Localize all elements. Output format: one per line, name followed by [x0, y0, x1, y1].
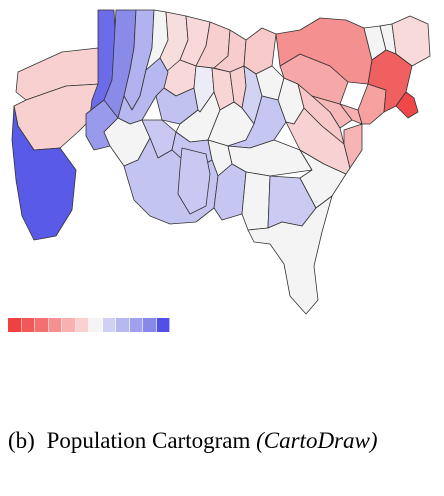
- region-massachusetts: [367, 49, 413, 113]
- legend-swatch: [8, 318, 22, 332]
- legend-swatch: [129, 318, 143, 332]
- legend-swatch: [75, 318, 89, 332]
- legend-swatch: [143, 318, 157, 332]
- region-rhode-island: [395, 91, 419, 119]
- region-new-jersey: [343, 123, 363, 169]
- legend-swatch: [62, 318, 76, 332]
- legend-swatch: [156, 318, 170, 332]
- legend-swatch: [35, 318, 49, 332]
- cartogram-map: [11, 9, 431, 315]
- color-scale-legend: [8, 318, 170, 332]
- region-connecticut: [357, 83, 387, 125]
- legend-swatch: [102, 318, 116, 332]
- region-alabama: [241, 171, 271, 231]
- legend-swatch: [48, 318, 62, 332]
- legend-swatch: [21, 318, 35, 332]
- caption-text: Population Cartogram: [46, 428, 251, 453]
- caption-method: (CartoDraw): [256, 428, 378, 453]
- region-florida: [247, 195, 333, 315]
- region-california: [11, 105, 77, 241]
- caption-label: (b): [8, 428, 35, 453]
- legend-swatch: [89, 318, 103, 332]
- figure-caption: (b) Population Cartogram (CartoDraw): [8, 425, 438, 456]
- region-louisiana: [177, 147, 211, 215]
- legend-swatch: [116, 318, 130, 332]
